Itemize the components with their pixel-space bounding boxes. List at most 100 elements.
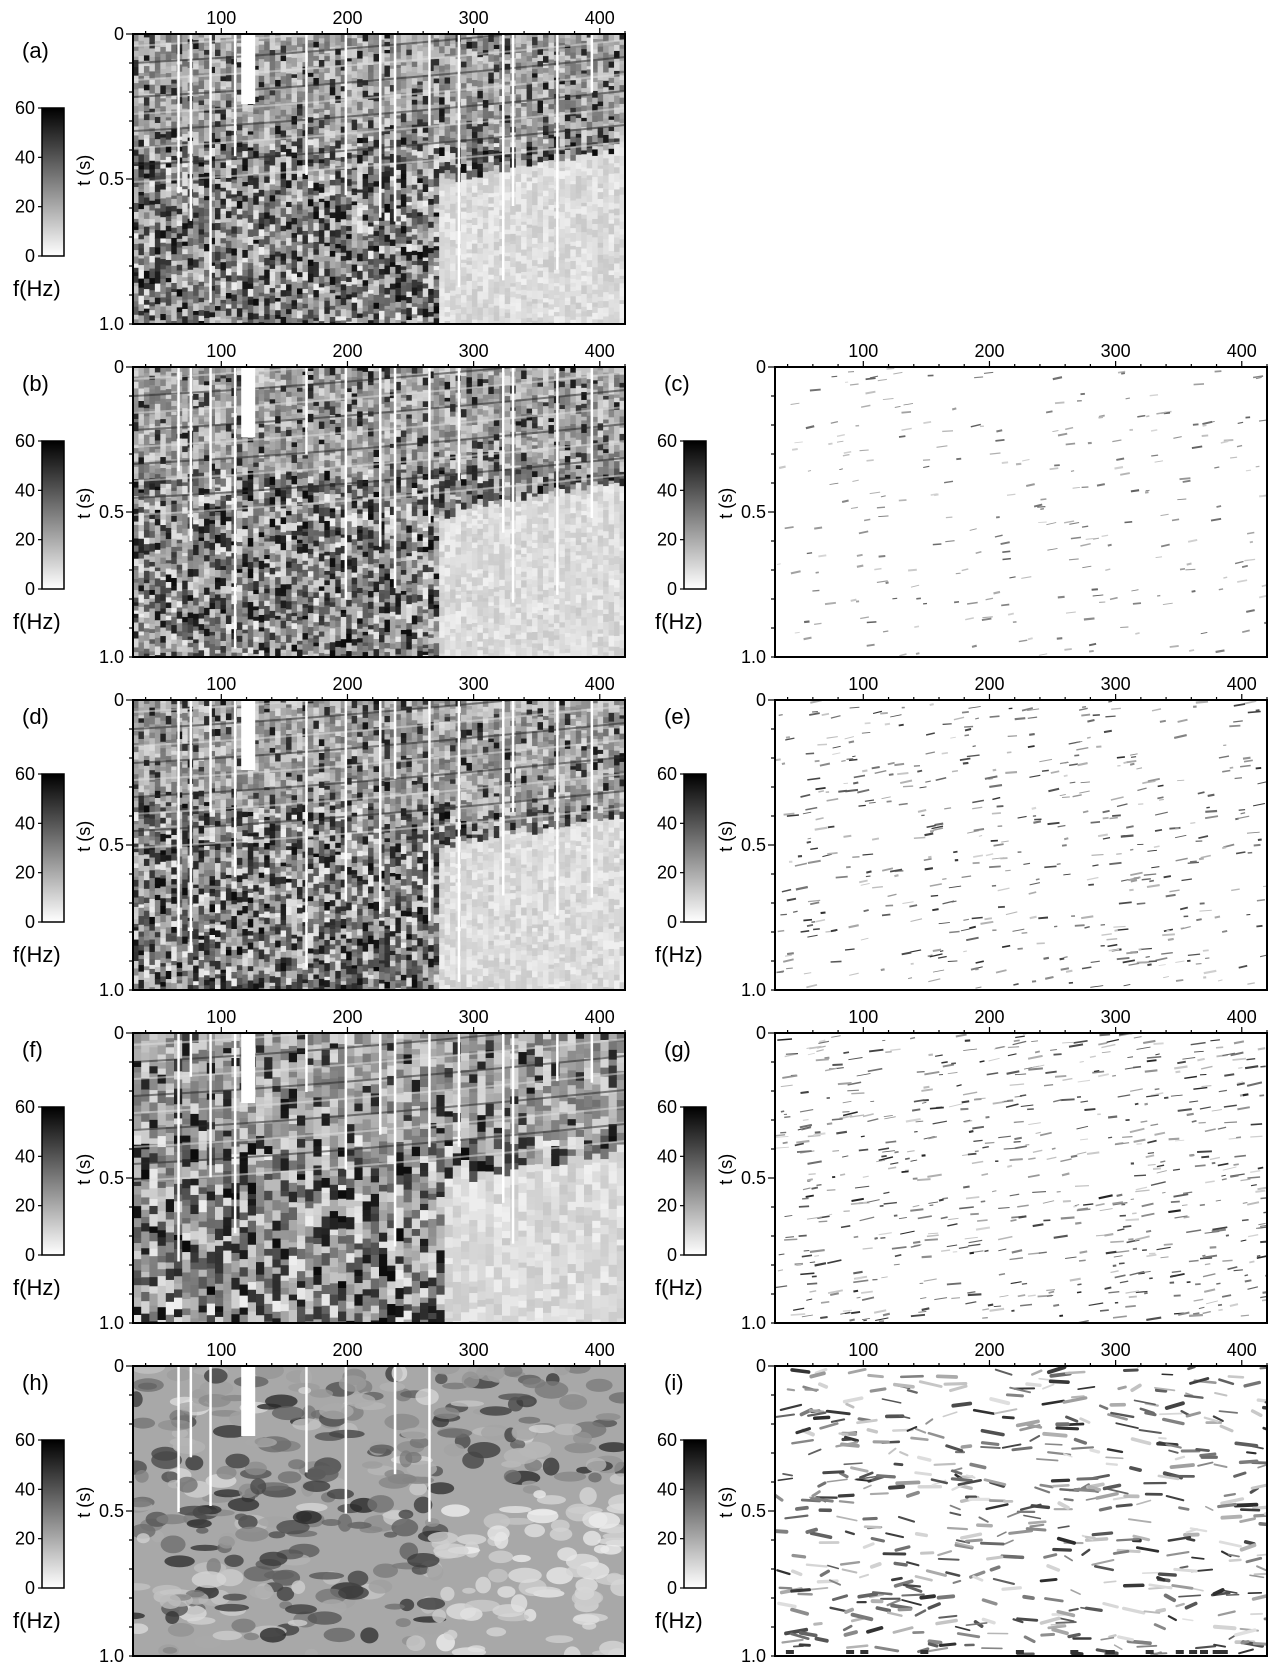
colorbar-tick-label: 40 <box>15 480 35 500</box>
y-tick-label: 0 <box>756 1356 766 1376</box>
colorbar-tick-label: 20 <box>15 1529 35 1549</box>
colorbar-tick-label: 20 <box>657 530 677 550</box>
colorbar-label: f(Hz) <box>13 276 61 301</box>
colorbar <box>41 773 65 923</box>
colorbar <box>41 440 65 590</box>
colorbar-tick-label: 60 <box>15 98 35 118</box>
x-tick-label: 200 <box>974 341 1004 361</box>
panel-g: (g) 100 200 300 400 0 0.5 1.0 t (s) 0 20 40 60 f(Hz) <box>655 1007 1268 1333</box>
x-tick-label: 100 <box>848 1340 878 1360</box>
colorbar-tick-label: 40 <box>657 480 677 500</box>
colorbar-tick-label: 0 <box>25 246 35 266</box>
y-tick-label: 0.5 <box>99 1501 124 1521</box>
x-tick-label: 300 <box>459 8 489 28</box>
colorbar-tick-label: 20 <box>15 197 35 217</box>
y-tick-label: 1.0 <box>99 647 124 667</box>
x-tick-label: 400 <box>585 8 615 28</box>
colorbar-tick-label: 60 <box>15 764 35 784</box>
x-tick-label: 200 <box>332 674 362 694</box>
colorbar-tick-label: 40 <box>657 1479 677 1499</box>
x-tick-label: 400 <box>1227 1007 1257 1027</box>
x-tick-label: 400 <box>585 1340 615 1360</box>
colorbar-tick-label: 0 <box>25 1245 35 1265</box>
colorbar-tick-label: 40 <box>15 147 35 167</box>
x-tick-label: 300 <box>1101 1007 1131 1027</box>
colorbar <box>683 1439 707 1589</box>
panel-label: (e) <box>664 704 691 729</box>
y-tick-label: 1.0 <box>741 1646 766 1665</box>
colorbar <box>683 773 707 923</box>
colorbar-tick-label: 60 <box>657 1097 677 1117</box>
heatmap-image <box>133 367 625 657</box>
x-tick-label: 100 <box>848 1007 878 1027</box>
x-tick-label: 200 <box>332 8 362 28</box>
x-tick-label: 200 <box>974 1007 1004 1027</box>
colorbar-tick-label: 0 <box>667 912 677 932</box>
panel-label: (b) <box>22 371 49 396</box>
y-axis-label: t (s) <box>74 1487 94 1518</box>
colorbar-tick-label: 60 <box>657 431 677 451</box>
colorbar-tick-label: 20 <box>15 530 35 550</box>
colorbar-tick-label: 0 <box>667 579 677 599</box>
y-tick-label: 0 <box>114 24 124 44</box>
panel-label: (i) <box>664 1370 684 1395</box>
x-tick-label: 100 <box>848 341 878 361</box>
y-tick-label: 0 <box>114 1023 124 1043</box>
y-tick-label: 1.0 <box>741 980 766 1000</box>
heatmap-image <box>775 1366 1267 1656</box>
y-tick-label: 0 <box>114 357 124 377</box>
y-axis-label: t (s) <box>74 488 94 519</box>
x-tick-label: 100 <box>206 1340 236 1360</box>
heatmap-image <box>775 700 1267 990</box>
colorbar <box>41 107 65 257</box>
heatmap-image <box>133 700 625 990</box>
colorbar-tick-label: 40 <box>15 813 35 833</box>
colorbar-label: f(Hz) <box>655 609 703 634</box>
x-tick-label: 100 <box>848 674 878 694</box>
colorbar-tick-label: 20 <box>657 863 677 883</box>
panel-label: (d) <box>22 704 49 729</box>
x-tick-label: 300 <box>459 1007 489 1027</box>
y-tick-label: 0 <box>756 357 766 377</box>
y-tick-label: 0.5 <box>741 1168 766 1188</box>
colorbar-label: f(Hz) <box>655 1275 703 1300</box>
y-tick-label: 0.5 <box>99 502 124 522</box>
panel-e: (e) 100 200 300 400 0 0.5 1.0 t (s) 0 20 40 60 f(Hz) <box>655 674 1268 1000</box>
y-tick-label: 1.0 <box>741 647 766 667</box>
colorbar-tick-label: 0 <box>25 912 35 932</box>
colorbar-tick-label: 0 <box>25 579 35 599</box>
x-tick-label: 200 <box>332 341 362 361</box>
y-axis-label: t (s) <box>74 155 94 186</box>
x-tick-label: 200 <box>974 1340 1004 1360</box>
colorbar-tick-label: 40 <box>657 1146 677 1166</box>
colorbar <box>683 440 707 590</box>
y-tick-label: 0.5 <box>741 835 766 855</box>
panel-h: (h) 100 200 300 400 0 0.5 1.0 t (s) 0 20 40 60 f(Hz) <box>13 1340 626 1665</box>
x-tick-label: 200 <box>332 1007 362 1027</box>
panel-i: (i) 100 200 300 400 0 0.5 1.0 t (s) 0 20 40 60 f(Hz) <box>655 1340 1268 1665</box>
x-tick-label: 400 <box>1227 341 1257 361</box>
heatmap-image <box>775 1033 1267 1323</box>
y-tick-label: 1.0 <box>741 1313 766 1333</box>
y-tick-label: 0 <box>756 690 766 710</box>
y-tick-label: 1.0 <box>99 1313 124 1333</box>
colorbar-tick-label: 0 <box>667 1578 677 1598</box>
panel-a: (a) 100 200 300 400 0 0.5 1.0 t (s) 0 20 40 60 f(Hz) <box>13 8 626 334</box>
y-axis-label: t (s) <box>74 1154 94 1185</box>
y-tick-label: 1.0 <box>99 980 124 1000</box>
colorbar-tick-label: 20 <box>657 1529 677 1549</box>
colorbar-label: f(Hz) <box>13 1275 61 1300</box>
x-tick-label: 100 <box>206 1007 236 1027</box>
panel-f: (f) 100 200 300 400 0 0.5 1.0 t (s) 0 20 40 60 f(Hz) <box>13 1007 626 1333</box>
heatmap-image <box>133 34 625 324</box>
colorbar-tick-label: 20 <box>15 863 35 883</box>
y-tick-label: 0.5 <box>99 1168 124 1188</box>
colorbar-label: f(Hz) <box>13 1608 61 1633</box>
x-tick-label: 200 <box>974 674 1004 694</box>
colorbar-tick-label: 60 <box>15 431 35 451</box>
panel-c: (c) 100 200 300 400 0 0.5 1.0 t (s) 0 20 40 60 f(Hz) <box>655 341 1268 667</box>
panel-label: (g) <box>664 1037 691 1062</box>
y-tick-label: 0 <box>114 690 124 710</box>
y-axis-label: t (s) <box>716 488 736 519</box>
heatmap-image <box>775 367 1267 657</box>
